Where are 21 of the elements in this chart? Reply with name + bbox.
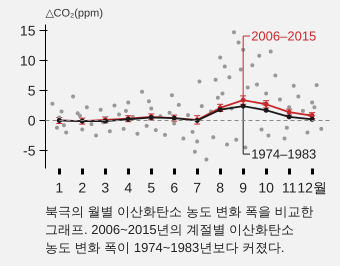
x-tick-label: 3 [101,180,110,196]
y-tick-label: 0 [28,112,36,128]
text: 북극의 월별 이산화탄소 농도 변화 폭을 비교한 그래프. 2006~2015년의 계절별 이산화탄소 농도 변화 폭이 1974~1983년보다 커졌다. [45,203,314,257]
x-tick-label: 7 [193,180,202,196]
legend-label: 1974–1983 [251,146,316,162]
x-tick-label: 12월 [297,180,327,196]
x-tick-label: 1 [55,180,64,196]
y-tick-label: 10 [20,52,36,68]
x-tick-label: 11 [282,180,297,196]
y-tick-label: 15 [20,22,36,38]
y-tick-label: 5 [28,82,36,98]
x-tick-label: 8 [216,180,224,196]
x-tick-label: 6 [170,180,178,196]
x-tick-label: 2 [78,180,86,196]
x-tick-label: 10 [258,180,274,196]
x-tick-label: 4 [124,180,132,196]
x-tick-label: 5 [147,180,156,196]
x-tick-label: 9 [239,180,248,196]
y-tick-label: -5 [23,142,36,158]
legend-label: 2006–2015 [251,28,316,44]
chart-title: △CO₂(ppm) [46,8,103,20]
